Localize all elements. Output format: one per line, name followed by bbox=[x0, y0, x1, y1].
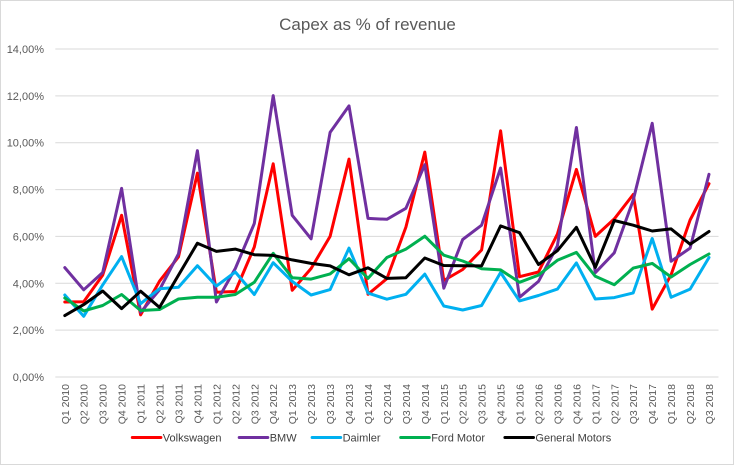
svg-text:Q4 2015: Q4 2015 bbox=[496, 384, 508, 424]
svg-text:Q2 2017: Q2 2017 bbox=[609, 384, 621, 424]
svg-text:Q1 2010: Q1 2010 bbox=[60, 384, 72, 424]
svg-text:Daimler: Daimler bbox=[343, 432, 381, 444]
svg-text:Q1 2015: Q1 2015 bbox=[439, 384, 451, 424]
svg-text:Q1 2016: Q1 2016 bbox=[515, 384, 527, 424]
svg-text:Q2 2018: Q2 2018 bbox=[685, 384, 697, 424]
svg-text:Q3 2018: Q3 2018 bbox=[704, 384, 716, 424]
svg-text:Q4 2012: Q4 2012 bbox=[268, 384, 280, 424]
svg-text:Q2 2012: Q2 2012 bbox=[230, 384, 242, 424]
svg-text:Q1 2011: Q1 2011 bbox=[136, 384, 148, 424]
svg-text:Q3 2013: Q3 2013 bbox=[325, 384, 337, 424]
svg-text:Volkswagen: Volkswagen bbox=[163, 432, 222, 444]
svg-text:0,00%: 0,00% bbox=[13, 372, 44, 384]
svg-text:Q4 2014: Q4 2014 bbox=[420, 384, 432, 424]
svg-text:Q4 2011: Q4 2011 bbox=[192, 384, 204, 424]
svg-text:8,00%: 8,00% bbox=[13, 185, 44, 197]
svg-text:Q1 2013: Q1 2013 bbox=[287, 384, 299, 424]
svg-text:Q1 2018: Q1 2018 bbox=[666, 384, 678, 424]
svg-text:Q3 2010: Q3 2010 bbox=[98, 384, 110, 424]
svg-text:Q3 2015: Q3 2015 bbox=[477, 384, 489, 424]
svg-text:2,00%: 2,00% bbox=[13, 325, 44, 337]
svg-text:6,00%: 6,00% bbox=[13, 231, 44, 243]
svg-text:10,00%: 10,00% bbox=[7, 138, 45, 150]
svg-text:Q3 2011: Q3 2011 bbox=[174, 384, 186, 424]
svg-text:12,00%: 12,00% bbox=[7, 91, 45, 103]
svg-text:Q4 2016: Q4 2016 bbox=[571, 384, 583, 424]
svg-text:Q1 2012: Q1 2012 bbox=[211, 384, 223, 424]
svg-text:Q2 2014: Q2 2014 bbox=[382, 384, 394, 424]
svg-text:Q1 2014: Q1 2014 bbox=[363, 384, 375, 424]
svg-text:Capex as % of revenue: Capex as % of revenue bbox=[279, 15, 456, 34]
svg-text:Q4 2010: Q4 2010 bbox=[117, 384, 129, 424]
svg-text:Q4 2017: Q4 2017 bbox=[647, 384, 659, 424]
svg-text:Q3 2016: Q3 2016 bbox=[552, 384, 564, 424]
svg-text:Q2 2016: Q2 2016 bbox=[534, 384, 546, 424]
svg-text:Q3 2014: Q3 2014 bbox=[401, 384, 413, 424]
svg-text:Q1 2017: Q1 2017 bbox=[590, 384, 602, 424]
svg-text:Ford Motor: Ford Motor bbox=[431, 432, 485, 444]
svg-text:Q2 2013: Q2 2013 bbox=[306, 384, 318, 424]
svg-text:Q4 2013: Q4 2013 bbox=[344, 384, 356, 424]
svg-text:Q2 2011: Q2 2011 bbox=[155, 384, 167, 424]
svg-text:Q3 2017: Q3 2017 bbox=[628, 384, 640, 424]
svg-text:BMW: BMW bbox=[270, 432, 298, 444]
svg-text:Q2 2010: Q2 2010 bbox=[79, 384, 91, 424]
svg-text:General Motors: General Motors bbox=[535, 432, 611, 444]
svg-text:14,00%: 14,00% bbox=[7, 44, 45, 56]
svg-text:Q3 2012: Q3 2012 bbox=[249, 384, 261, 424]
svg-text:Q2 2015: Q2 2015 bbox=[458, 384, 470, 424]
svg-text:4,00%: 4,00% bbox=[13, 278, 44, 290]
